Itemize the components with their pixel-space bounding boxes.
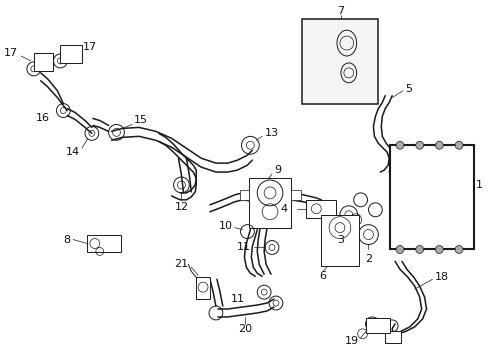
Bar — [60, 45, 82, 63]
Circle shape — [415, 141, 423, 149]
Bar — [290, 190, 300, 200]
Bar — [196, 277, 209, 299]
Bar — [365, 318, 389, 333]
Bar — [385, 331, 400, 343]
Bar — [239, 190, 249, 200]
Text: 8: 8 — [63, 234, 70, 244]
Text: 11: 11 — [236, 243, 250, 252]
Text: 16: 16 — [36, 113, 49, 123]
Bar — [301, 19, 378, 104]
Text: 10: 10 — [218, 221, 232, 231]
Text: 11: 11 — [230, 294, 244, 304]
Text: 14: 14 — [66, 147, 80, 157]
Text: 2: 2 — [364, 255, 371, 264]
Bar — [389, 145, 473, 249]
Circle shape — [415, 246, 423, 253]
Bar — [306, 200, 335, 218]
Bar — [321, 215, 358, 266]
Bar — [249, 178, 290, 228]
Circle shape — [434, 141, 443, 149]
Circle shape — [454, 246, 462, 253]
Bar — [34, 53, 53, 71]
Text: 3: 3 — [337, 234, 344, 244]
Text: 13: 13 — [264, 129, 279, 138]
Text: 17: 17 — [4, 48, 18, 58]
Circle shape — [454, 141, 462, 149]
Text: 18: 18 — [433, 272, 447, 282]
Circle shape — [434, 246, 443, 253]
Bar — [87, 235, 121, 252]
Circle shape — [395, 141, 403, 149]
Text: 19: 19 — [344, 336, 358, 346]
Text: 5: 5 — [404, 84, 411, 94]
Circle shape — [395, 246, 403, 253]
Text: 17: 17 — [83, 42, 97, 52]
Text: 1: 1 — [475, 180, 482, 190]
Text: 9: 9 — [273, 165, 281, 175]
Text: 6: 6 — [319, 271, 326, 281]
Text: 21: 21 — [174, 259, 188, 269]
Text: 4: 4 — [280, 204, 287, 214]
Text: 15: 15 — [134, 116, 148, 126]
Text: 12: 12 — [174, 202, 188, 212]
Text: 20: 20 — [238, 324, 252, 334]
Text: 7: 7 — [337, 6, 344, 16]
